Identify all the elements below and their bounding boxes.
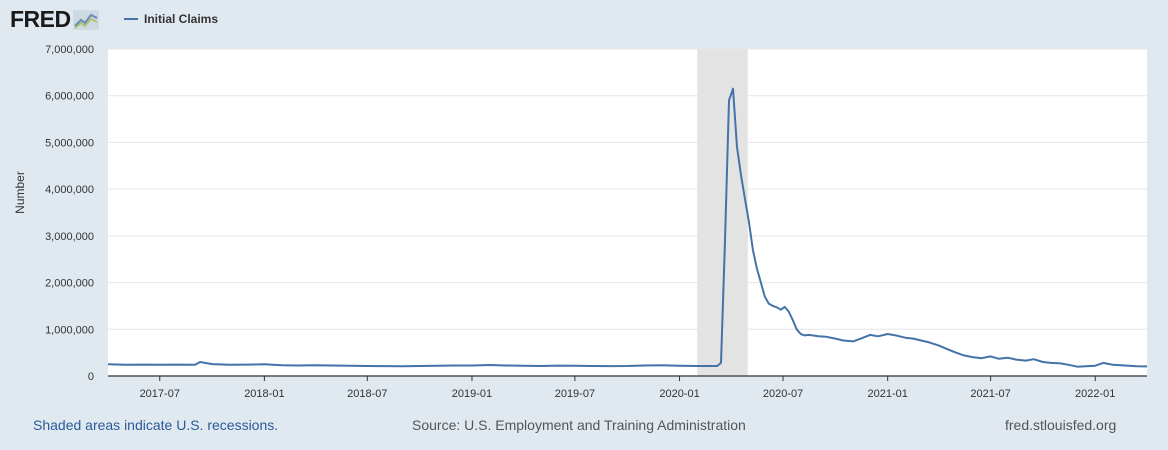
chart-legend: Initial Claims — [124, 12, 218, 26]
fred-chart-icon — [72, 9, 99, 30]
x-tick-label: 2019-07 — [555, 388, 595, 400]
x-tick-label: 2021-07 — [970, 388, 1010, 400]
x-tick-label: 2019-01 — [452, 388, 492, 400]
x-tick-label: 2022-01 — [1075, 388, 1115, 400]
y-tick-label: 3,000,000 — [45, 231, 94, 243]
x-tick-label: 2020-07 — [763, 388, 803, 400]
source-note: Source: U.S. Employment and Training Adm… — [412, 417, 746, 433]
y-tick-label: 0 — [88, 371, 94, 383]
y-tick-label: 7,000,000 — [45, 44, 94, 56]
site-link[interactable]: fred.stlouisfed.org — [1005, 417, 1117, 433]
y-tick-label: 1,000,000 — [45, 324, 94, 336]
x-tick-label: 2018-07 — [347, 388, 387, 400]
fred-logo-text: FRED — [10, 6, 71, 32]
legend-label: Initial Claims — [144, 12, 219, 26]
y-tick-label: 5,000,000 — [45, 137, 94, 149]
x-tick-label: 2018-01 — [244, 388, 284, 400]
y-tick-label: 2,000,000 — [45, 278, 94, 290]
x-tick-label: 2017-07 — [140, 388, 180, 400]
legend-swatch — [124, 18, 138, 20]
y-axis-title: Number — [13, 171, 27, 214]
x-tick-label: 2021-01 — [867, 388, 907, 400]
recession-note[interactable]: Shaded areas indicate U.S. recessions. — [33, 417, 279, 433]
x-tick-label: 2020-01 — [659, 388, 699, 400]
y-tick-label: 6,000,000 — [45, 91, 94, 103]
series-line-initial-claims — [107, 87, 1148, 368]
y-tick-label: 4,000,000 — [45, 184, 94, 196]
fred-logo[interactable]: FRED — [10, 6, 99, 33]
plot-area — [108, 49, 1147, 376]
